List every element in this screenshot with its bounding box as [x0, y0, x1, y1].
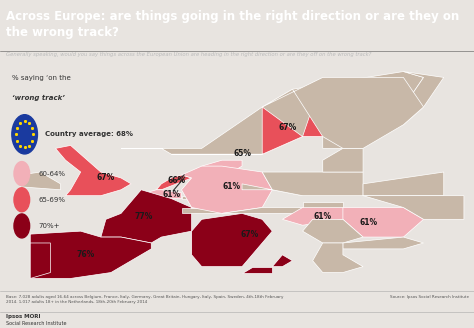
Polygon shape — [191, 214, 272, 267]
Circle shape — [14, 162, 29, 186]
Polygon shape — [182, 208, 222, 214]
Polygon shape — [272, 255, 292, 267]
Text: Country average: 68%: Country average: 68% — [45, 131, 133, 137]
Polygon shape — [182, 196, 187, 199]
Polygon shape — [55, 145, 131, 196]
Text: ‘wrong track’: ‘wrong track’ — [12, 95, 65, 101]
Text: 61%: 61% — [314, 212, 332, 221]
Polygon shape — [323, 72, 444, 148]
Polygon shape — [313, 243, 363, 273]
Polygon shape — [30, 231, 151, 278]
Polygon shape — [121, 72, 424, 154]
Text: 65-69%: 65-69% — [39, 197, 66, 203]
Text: 61%: 61% — [359, 218, 377, 227]
Polygon shape — [302, 202, 343, 208]
Polygon shape — [146, 190, 182, 199]
Circle shape — [14, 214, 29, 238]
Text: Generally speaking, would you say things across the European Union are heading i: Generally speaking, would you say things… — [6, 52, 371, 57]
Polygon shape — [222, 208, 302, 214]
Text: 66%: 66% — [167, 176, 185, 185]
Polygon shape — [363, 172, 444, 196]
Polygon shape — [20, 172, 61, 190]
Text: 61%: 61% — [223, 182, 241, 191]
Text: 67%: 67% — [241, 230, 259, 238]
Text: 61%: 61% — [163, 190, 181, 199]
Polygon shape — [262, 77, 424, 148]
Text: Source: Ipsos Social Research Institute: Source: Ipsos Social Research Institute — [390, 295, 469, 299]
Polygon shape — [323, 148, 363, 172]
Polygon shape — [242, 184, 302, 196]
Polygon shape — [283, 208, 353, 225]
Polygon shape — [343, 208, 424, 237]
Polygon shape — [101, 190, 191, 243]
Circle shape — [14, 188, 29, 212]
Polygon shape — [30, 243, 50, 278]
Text: Social Research Institute: Social Research Institute — [6, 321, 66, 326]
Text: Base: 7,028 adults aged 16-64 across Belgium, France, Italy, Germany, Great Brit: Base: 7,028 adults aged 16-64 across Bel… — [6, 295, 283, 304]
Polygon shape — [172, 77, 403, 154]
Text: 77%: 77% — [134, 212, 153, 221]
Text: 67%: 67% — [278, 123, 297, 132]
Polygon shape — [182, 166, 272, 214]
Text: 65%: 65% — [233, 149, 251, 158]
Polygon shape — [262, 172, 363, 196]
Polygon shape — [363, 196, 464, 219]
Polygon shape — [302, 219, 363, 243]
Polygon shape — [202, 160, 242, 172]
Circle shape — [12, 115, 37, 154]
Text: % saying ‘on the: % saying ‘on the — [12, 75, 71, 81]
Text: 60-64%: 60-64% — [39, 171, 66, 176]
Text: Across Europe: are things going in the right direction or are they on
the wrong : Across Europe: are things going in the r… — [6, 10, 459, 39]
Text: 70%+: 70%+ — [39, 223, 60, 229]
Polygon shape — [156, 175, 191, 190]
Polygon shape — [242, 267, 272, 273]
Text: 76%: 76% — [77, 250, 95, 259]
Polygon shape — [343, 237, 424, 249]
Text: Ipsos MORI: Ipsos MORI — [6, 314, 40, 319]
Text: 67%: 67% — [97, 174, 115, 182]
